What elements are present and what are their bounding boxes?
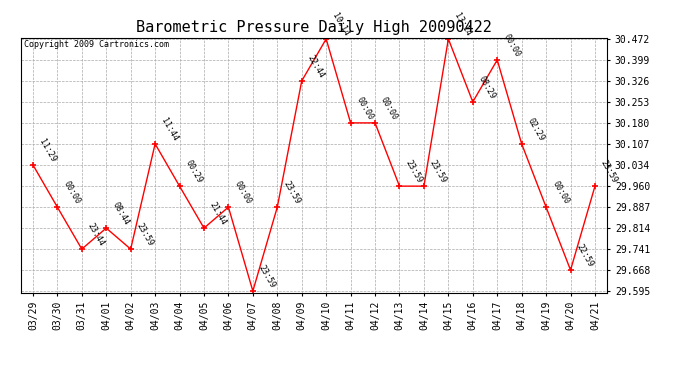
Text: 23:59: 23:59 xyxy=(599,159,620,185)
Text: 23:44: 23:44 xyxy=(86,222,106,248)
Text: 23:59: 23:59 xyxy=(135,222,155,248)
Text: 00:00: 00:00 xyxy=(380,95,400,122)
Text: 13:14: 13:14 xyxy=(453,11,473,38)
Text: 00:00: 00:00 xyxy=(550,180,571,206)
Text: 00:00: 00:00 xyxy=(61,180,82,206)
Text: 08:29: 08:29 xyxy=(477,74,497,100)
Text: 10:14: 10:14 xyxy=(331,11,351,38)
Text: 22:59: 22:59 xyxy=(575,243,595,268)
Text: 00:00: 00:00 xyxy=(502,32,522,58)
Text: 00:29: 00:29 xyxy=(184,159,204,185)
Text: 22:44: 22:44 xyxy=(306,53,326,80)
Text: 00:00: 00:00 xyxy=(233,180,253,206)
Text: 02:29: 02:29 xyxy=(526,116,546,142)
Text: 23:59: 23:59 xyxy=(282,180,302,206)
Text: 23:59: 23:59 xyxy=(428,159,448,185)
Text: 21:44: 21:44 xyxy=(208,201,228,227)
Text: 11:44: 11:44 xyxy=(159,116,179,142)
Title: Barometric Pressure Daily High 20090422: Barometric Pressure Daily High 20090422 xyxy=(136,20,492,35)
Text: 11:29: 11:29 xyxy=(37,137,57,164)
Text: 08:44: 08:44 xyxy=(110,201,130,227)
Text: 23:59: 23:59 xyxy=(257,264,277,290)
Text: 00:00: 00:00 xyxy=(355,95,375,122)
Text: Copyright 2009 Cartronics.com: Copyright 2009 Cartronics.com xyxy=(23,40,168,49)
Text: 23:59: 23:59 xyxy=(404,159,424,185)
